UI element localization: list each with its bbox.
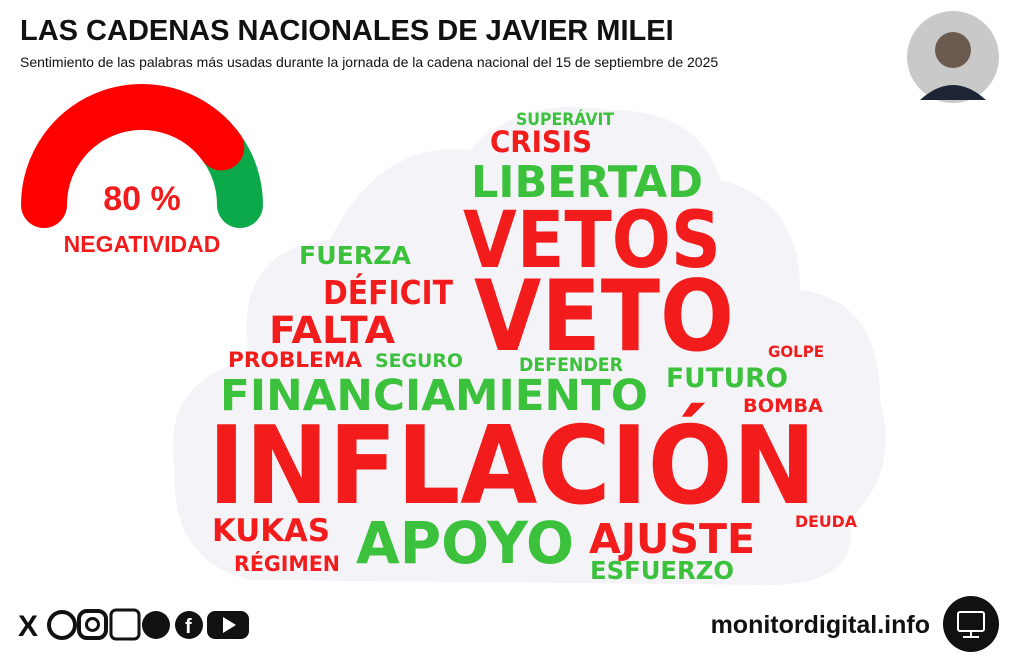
word: ESFUERZO [590, 556, 734, 585]
title: LAS CADENAS NACIONALES DE JAVIER MILEI [20, 15, 674, 47]
word: GOLPE [768, 342, 824, 361]
word: SEGURO [375, 350, 463, 372]
word: AJUSTE [589, 515, 755, 563]
word: FUTURO [666, 363, 788, 394]
site-name: monitordigital.info [711, 611, 930, 639]
gauge-label: NEGATIVIDAD [64, 231, 221, 257]
cloud [172, 106, 886, 586]
site-icon [943, 596, 999, 652]
word: PROBLEMA [228, 348, 363, 372]
gauge-value: 80 % [103, 180, 181, 218]
word: INFLACIÓN [208, 402, 816, 529]
word: DÉFICIT [323, 272, 453, 312]
word: FALTA [269, 309, 395, 352]
word: VETO [474, 260, 734, 374]
gauge-negative-arc [21, 84, 245, 228]
avatar [907, 11, 999, 103]
svg-text:f: f [185, 616, 192, 638]
word: CRISIS [490, 125, 592, 159]
word: RÉGIMEN [234, 551, 340, 576]
word: VETOS [463, 196, 721, 286]
word: DEUDA [795, 512, 858, 531]
word: FINANCIAMIENTO [220, 371, 648, 421]
word: LIBERTAD [471, 157, 703, 208]
word: FUERZA [299, 241, 412, 270]
social-icons: X f [18, 608, 249, 643]
word: APOYO [356, 509, 574, 577]
svg-text:X: X [18, 610, 38, 643]
subtitle: Sentimiento de las palabras más usadas d… [20, 54, 718, 70]
word: SUPERÁVIT [516, 108, 614, 130]
word: BOMBA [743, 395, 823, 417]
gauge [21, 84, 263, 228]
word: DEFENDER [519, 354, 623, 376]
word: KUKAS [212, 513, 330, 549]
